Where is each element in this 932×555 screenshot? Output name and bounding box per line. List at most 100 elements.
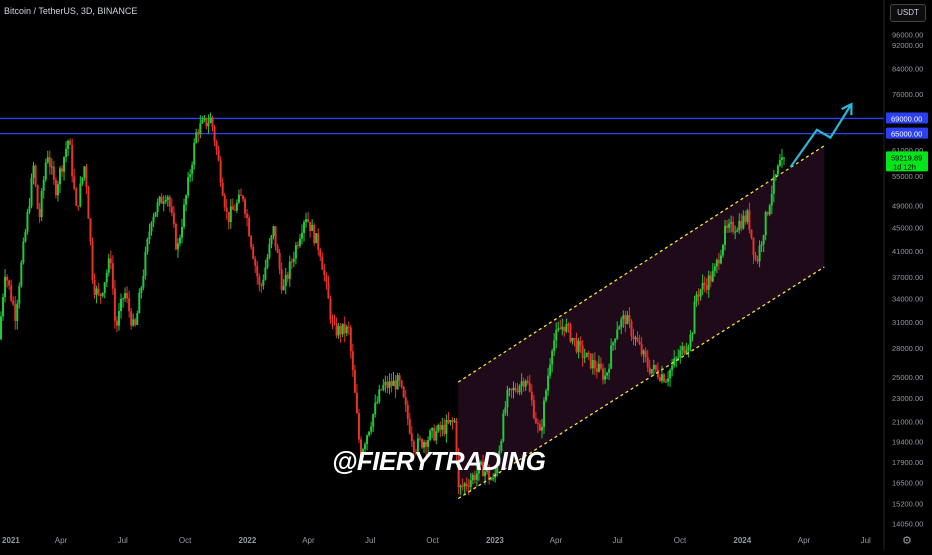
candle-129 (262, 279, 265, 286)
candle-219 (445, 419, 448, 434)
candle-169 (343, 323, 346, 334)
candle-342 (695, 294, 698, 302)
candle-235 (477, 464, 480, 474)
candle-371 (754, 255, 757, 260)
candle-228 (463, 483, 466, 487)
candle-273 (555, 330, 558, 341)
candle-171 (347, 326, 350, 328)
candle-12 (24, 231, 27, 242)
candle-184 (374, 402, 377, 415)
candle-224 (455, 420, 458, 455)
currency-button[interactable]: USDT (890, 4, 926, 22)
candle-264 (536, 423, 539, 425)
candle-5 (10, 285, 13, 301)
candle-64 (130, 311, 133, 326)
candle-301 (612, 342, 615, 346)
x-tick-label-6: Jul (365, 536, 375, 545)
candle-311 (632, 336, 635, 339)
candle-338 (687, 346, 690, 351)
candle-363 (738, 220, 741, 231)
y-tick-label-0: 96000.00 (892, 30, 923, 39)
resistance-tag-1 (886, 127, 928, 139)
candle-282 (573, 338, 576, 340)
candle-373 (758, 245, 761, 262)
candle-6 (12, 300, 15, 305)
candle-365 (742, 215, 745, 229)
candle-7 (14, 304, 17, 322)
y-tick-label-11: 37000.00 (892, 273, 923, 282)
candle-151 (307, 219, 310, 222)
candle-208 (423, 442, 426, 448)
candle-26 (52, 166, 55, 180)
candle-110 (223, 195, 226, 208)
candle-36 (73, 176, 76, 189)
candle-111 (225, 207, 228, 212)
candle-375 (762, 235, 765, 245)
candle-346 (703, 282, 706, 285)
candle-173 (351, 351, 354, 371)
candle-212 (431, 427, 434, 431)
candle-265 (538, 424, 541, 431)
y-tick-label-16: 23000.00 (892, 394, 923, 403)
candle-302 (614, 338, 617, 343)
candle-88 (178, 237, 181, 244)
candle-323 (656, 369, 659, 378)
candle-114 (231, 206, 234, 210)
candle-281 (571, 338, 574, 342)
candle-295 (599, 363, 602, 369)
candle-55 (111, 263, 114, 289)
candle-126 (256, 265, 259, 277)
candle-350 (711, 271, 714, 282)
candle-300 (610, 345, 613, 369)
candle-370 (752, 237, 755, 256)
candle-348 (707, 275, 710, 290)
candle-205 (416, 438, 419, 452)
candle-144 (292, 258, 295, 262)
candle-202 (410, 433, 413, 442)
candle-279 (567, 324, 570, 326)
candle-176 (357, 412, 360, 440)
candle-56 (113, 288, 116, 321)
candle-246 (500, 441, 503, 451)
candle-217 (441, 424, 444, 430)
candle-226 (459, 485, 462, 488)
candle-216 (439, 424, 442, 430)
candle-307 (624, 315, 627, 325)
candle-0 (0, 316, 2, 340)
candle-321 (652, 365, 655, 370)
candle-43 (87, 187, 90, 219)
candle-308 (626, 315, 629, 325)
candle-192 (390, 381, 393, 386)
candle-78 (158, 196, 161, 203)
candle-296 (601, 368, 604, 380)
candle-121 (246, 213, 249, 218)
candle-92 (187, 177, 190, 196)
candle-380 (772, 176, 775, 194)
candle-80 (162, 201, 165, 204)
candle-310 (630, 321, 633, 337)
candle-164 (333, 322, 336, 324)
y-tick-label-14: 28000.00 (892, 344, 923, 353)
candle-324 (658, 377, 661, 381)
candle-83 (168, 196, 171, 207)
settings-gear-icon[interactable]: ⚙ (902, 534, 912, 547)
candle-232 (471, 474, 474, 481)
candle-95 (193, 142, 196, 165)
candle-66 (134, 319, 137, 325)
candle-40 (81, 177, 84, 184)
y-tick-label-3: 76000.00 (892, 90, 923, 99)
candle-298 (606, 372, 609, 376)
candle-229 (465, 483, 468, 486)
x-tick-label-14: Jul (861, 536, 871, 545)
candle-252 (512, 387, 515, 391)
candle-149 (303, 222, 306, 233)
candle-331 (673, 358, 676, 366)
candle-172 (349, 327, 352, 352)
candle-141 (286, 274, 289, 279)
candle-116 (235, 202, 238, 211)
candle-198 (402, 386, 405, 398)
candle-316 (642, 350, 645, 355)
candle-290 (589, 353, 592, 369)
candle-197 (400, 380, 403, 387)
